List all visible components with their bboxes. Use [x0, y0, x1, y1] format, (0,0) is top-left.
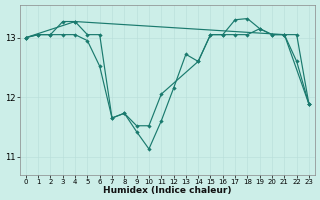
X-axis label: Humidex (Indice chaleur): Humidex (Indice chaleur) — [103, 186, 232, 195]
